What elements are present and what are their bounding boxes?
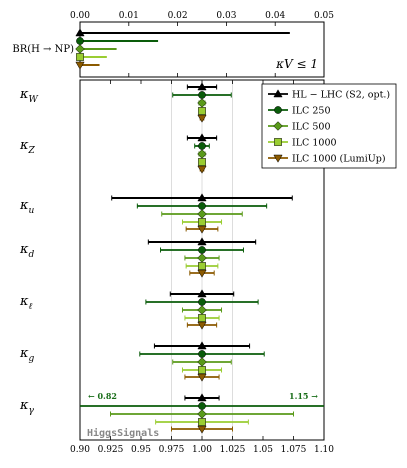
legend-marker: [274, 106, 282, 114]
central-marker: [197, 393, 207, 402]
central-marker: [198, 142, 206, 150]
central-marker: [198, 107, 206, 115]
bottom-tick-label: 1.05: [253, 445, 273, 455]
bottom-tick-label: 1.075: [281, 445, 307, 455]
top-axis-ticks: 0.00 0.01 0.02 0.03 0.04 0.05: [70, 11, 334, 77]
central-marker: [198, 402, 206, 410]
legend-entry: ILC 1000 (LumiUp): [292, 154, 386, 165]
central-marker: [197, 149, 207, 159]
parameter-label: κu: [19, 198, 35, 216]
central-marker: [197, 114, 207, 123]
parameter-label: κg: [19, 346, 35, 364]
central-marker: [197, 425, 207, 434]
higgssignals-watermark: HiggsSignals: [87, 427, 159, 439]
bottom-tick-label: 0.95: [131, 445, 151, 455]
central-marker: [197, 409, 207, 419]
top-tick-label: 0.05: [314, 11, 334, 21]
parameter-label: κγ: [19, 398, 35, 416]
central-marker: [197, 321, 207, 330]
legend-entry: ILC 1000: [292, 138, 337, 149]
parameter-label: κd: [19, 242, 35, 260]
top-bar-marker: [76, 53, 84, 61]
parameter-label: κℓ: [19, 294, 33, 312]
central-marker: [197, 357, 207, 367]
central-marker: [197, 269, 207, 278]
legend: HL − LHC (S2, opt.) ILC 250 ILC 500 ILC 100…: [261, 83, 397, 169]
top-tick-label: 0.04: [265, 11, 285, 21]
top-tick-label: 0.01: [119, 11, 139, 21]
bottom-tick-label: 1.025: [220, 445, 246, 455]
top-bar-marker: [76, 37, 84, 45]
bottom-tick-label: 1.00: [192, 445, 212, 455]
central-marker: [197, 341, 207, 350]
central-marker: [198, 158, 206, 166]
central-marker: [197, 193, 207, 202]
central-marker: [197, 289, 207, 298]
bottom-tick-label: 0.975: [159, 445, 185, 455]
parameter-label: κW: [19, 87, 39, 105]
central-marker: [198, 202, 206, 210]
central-marker: [198, 298, 206, 306]
central-marker: [197, 133, 207, 142]
right-arrow-annotation: 1.15 →: [289, 391, 318, 401]
top-bar-marker: [75, 44, 85, 54]
central-marker: [197, 82, 207, 91]
top-tick-label: 0.02: [168, 11, 188, 21]
central-marker: [197, 98, 207, 108]
central-marker: [197, 305, 207, 315]
central-marker: [197, 225, 207, 234]
legend-marker: [273, 121, 283, 131]
legend-entry: ILC 500: [292, 122, 330, 133]
top-bar-marker: [75, 28, 85, 37]
legend-marker: [273, 89, 283, 98]
bottom-tick-label: 0.925: [98, 445, 124, 455]
legend-entry: HL − LHC (S2, opt.): [292, 90, 390, 101]
central-marker: [197, 237, 207, 246]
top-tick-label: 0.03: [216, 11, 236, 21]
central-marker: [197, 165, 207, 174]
kv-annotation: κV ≤ 1: [275, 57, 318, 71]
legend-marker: [274, 138, 282, 146]
central-marker: [197, 373, 207, 382]
central-marker: [198, 246, 206, 254]
bottom-tick-label: 1.10: [314, 445, 334, 455]
parameter-labels: κW κZ κu κd κℓ κg κγ: [19, 87, 39, 416]
central-marker: [198, 418, 206, 426]
bottom-axis-ticks: 0.90 0.925 0.95 0.975 1.00 1.025 1.05 1.075 1.10: [70, 80, 334, 455]
central-marker: [197, 253, 207, 263]
central-marker: [197, 209, 207, 219]
bottom-tick-label: 0.90: [70, 445, 90, 455]
central-marker: [198, 314, 206, 322]
central-marker: [198, 366, 206, 374]
legend-entry: ILC 250: [292, 106, 330, 117]
central-marker: [198, 350, 206, 358]
central-marker: [198, 218, 206, 226]
central-marker: [198, 91, 206, 99]
top-row-label: BR(H → NP): [12, 44, 74, 55]
parameter-label: κZ: [19, 138, 36, 156]
left-arrow-annotation: ← 0.82: [88, 391, 117, 401]
central-marker: [198, 262, 206, 270]
top-bar-marker: [75, 61, 85, 70]
top-tick-label: 0.00: [70, 11, 90, 21]
top-panel-bars: [75, 28, 290, 70]
bottom-panel-bars: [80, 82, 324, 434]
legend-marker: [273, 154, 283, 163]
